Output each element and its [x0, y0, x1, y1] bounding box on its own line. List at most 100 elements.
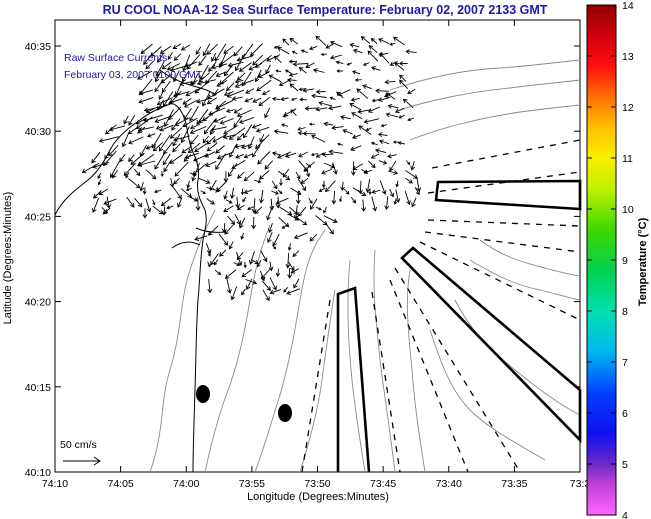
current-vector	[173, 70, 180, 83]
current-vector	[173, 135, 190, 142]
x-tick-label: 73:3	[570, 478, 591, 490]
current-vector	[244, 97, 254, 103]
current-vector	[112, 169, 118, 179]
current-vector	[298, 66, 307, 74]
current-vector	[282, 114, 289, 118]
current-vector	[304, 105, 318, 111]
current-vector	[315, 89, 326, 95]
x-tick-label: 73:40	[436, 478, 462, 490]
current-vector	[121, 133, 129, 148]
current-vector	[181, 145, 193, 154]
current-vector	[300, 177, 309, 184]
current-vector	[407, 89, 416, 95]
current-vector	[189, 79, 198, 85]
current-vector	[260, 269, 271, 280]
current-vector	[257, 151, 271, 165]
current-vector	[216, 180, 228, 192]
current-vector	[360, 36, 371, 44]
current-vector	[224, 223, 235, 235]
y-axis-label: Latitude (Degrees:Minutes)	[2, 192, 14, 325]
current-vector	[138, 126, 154, 132]
current-vector	[375, 88, 390, 94]
current-vector	[300, 49, 308, 54]
current-vector	[268, 223, 273, 234]
current-vector	[134, 168, 141, 177]
current-vector	[233, 107, 243, 114]
current-vector	[138, 97, 154, 104]
current-vector	[277, 151, 291, 159]
current-vector	[350, 145, 362, 151]
current-vector	[98, 136, 120, 143]
current-vector	[216, 80, 228, 87]
y-tick-label: 40:10	[25, 467, 51, 479]
current-vector	[321, 152, 334, 157]
current-vector	[168, 98, 183, 105]
current-vector	[246, 278, 253, 290]
current-vector	[284, 152, 297, 158]
current-vector	[242, 196, 247, 203]
y-tick-label: 40:20	[25, 297, 51, 309]
current-vector	[290, 109, 297, 116]
current-vector	[295, 190, 301, 205]
y-tick-label: 40:25	[25, 211, 51, 223]
current-vector	[282, 38, 290, 46]
current-vector	[130, 152, 145, 165]
current-vector	[356, 88, 369, 100]
current-vector	[243, 171, 255, 182]
current-vector	[297, 206, 307, 217]
current-vector	[184, 152, 200, 160]
current-vector	[189, 126, 207, 135]
current-vector	[271, 96, 281, 102]
current-vector	[349, 42, 360, 48]
current-vector	[384, 79, 396, 85]
current-vector	[323, 206, 327, 214]
current-vector	[315, 152, 325, 158]
station-marker	[196, 385, 210, 403]
current-vector	[153, 189, 162, 194]
current-vector	[234, 214, 241, 225]
current-vector	[332, 162, 338, 175]
current-vector	[207, 88, 225, 99]
x-tick-label: 74:10	[42, 478, 68, 490]
current-vector	[351, 134, 361, 139]
current-vector	[181, 71, 189, 83]
sector-rays	[301, 139, 581, 473]
current-vector	[405, 177, 413, 184]
current-vector	[398, 114, 405, 119]
current-vector	[126, 196, 135, 208]
current-vector	[160, 197, 172, 207]
current-vector	[196, 98, 210, 104]
current-vector	[285, 69, 292, 74]
current-vector	[154, 152, 166, 170]
current-vector	[362, 84, 372, 90]
current-vector	[169, 127, 183, 139]
current-vector	[389, 160, 397, 172]
current-vector	[328, 105, 342, 111]
current-vector	[227, 215, 236, 225]
current-vector	[308, 197, 313, 204]
current-vector	[230, 286, 238, 301]
current-vector	[378, 139, 390, 145]
current-vector	[243, 261, 247, 269]
current-vector	[315, 206, 322, 211]
current-vector	[405, 160, 411, 166]
current-vector	[320, 52, 327, 57]
current-vector	[243, 124, 253, 139]
current-vector	[186, 180, 191, 189]
current-vector	[260, 250, 268, 263]
current-vector	[206, 186, 220, 193]
current-vector	[180, 188, 193, 198]
current-vector	[241, 269, 252, 278]
current-vector	[161, 61, 172, 70]
current-vector	[262, 289, 270, 302]
map-title: RU COOL NOAA-12 Sea Surface Temperature:…	[102, 3, 548, 17]
current-vector	[279, 206, 293, 216]
y-axis-ticks: 40:35 40:30 40:25 40:20 40:15 40:10	[25, 41, 580, 479]
current-vector	[198, 177, 211, 184]
current-vector	[281, 224, 288, 229]
current-vector	[397, 141, 405, 145]
current-vector	[351, 112, 363, 120]
current-vector	[323, 215, 338, 223]
current-vector	[189, 172, 197, 177]
current-vector	[219, 249, 227, 257]
